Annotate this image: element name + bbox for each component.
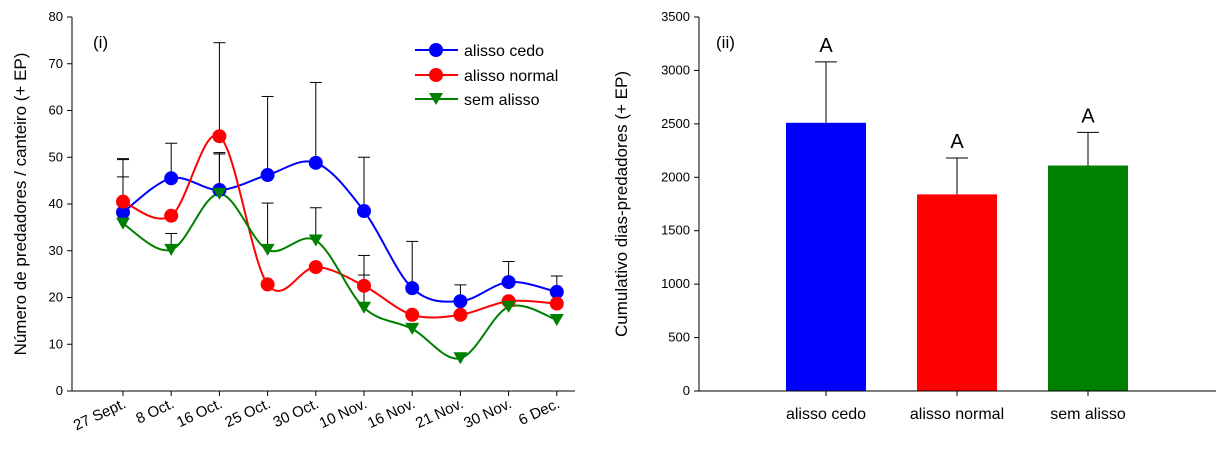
series-line-sem-alisso (122, 192, 558, 360)
legend-item-sem-alisso: sem alisso (415, 92, 540, 109)
y-tick-label: 0 (683, 383, 690, 398)
legend-marker-triangle-green (429, 93, 443, 105)
y-tick-label: 40 (49, 196, 63, 211)
x-tick-label: 16 Oct. (174, 395, 225, 431)
data-point-alisso-cedo (260, 168, 275, 183)
legend-marker-circle-blue (429, 43, 443, 57)
data-point-sem-alisso (357, 301, 371, 314)
y-tick-label: 1000 (661, 276, 690, 291)
legend-marker-circle-red (429, 68, 443, 82)
x-tick-label: 16 Nov. (365, 395, 418, 432)
data-point-sem-alisso (549, 313, 564, 326)
y-tick-label: 2500 (661, 116, 690, 131)
data-point-alisso-cedo (453, 294, 468, 309)
data-point-alisso-normal (549, 296, 564, 311)
error-bars-layer (815, 61, 1099, 195)
x-tick-label: 8 Oct. (133, 395, 176, 427)
y-tick-labels: 0 10 20 30 40 50 60 70 80 (49, 9, 72, 398)
y-axis-title: Número de predadores / canteiro (+ EP) (11, 53, 30, 356)
x-tick-label: 25 Oct. (222, 395, 273, 431)
data-point-alisso-cedo (405, 281, 420, 296)
data-point-alisso-normal (260, 277, 275, 292)
data-point-sem-alisso (308, 234, 323, 247)
data-point-alisso-normal (405, 307, 420, 322)
significance-letter: A (819, 35, 833, 57)
panel-label-i: (i) (93, 33, 108, 52)
panel-label-ii: (ii) (716, 33, 735, 52)
data-point-alisso-cedo (116, 205, 130, 220)
x-tick-label: alisso cedo (786, 406, 866, 423)
y-tick-label: 0 (56, 383, 63, 398)
y-tick-label: 60 (49, 103, 63, 118)
y-tick-label: 10 (49, 336, 63, 351)
y-tick-label: 2000 (661, 169, 690, 184)
y-tick-label: 80 (49, 9, 63, 24)
error-bars-layer (117, 42, 563, 308)
x-tick-label: sem alisso (1050, 406, 1126, 423)
significance-letter: A (1081, 105, 1095, 127)
x-tick-label: 27 Sept. (71, 395, 129, 434)
y-tick-labels: 0 500 1000 1500 2000 2500 3000 3500 (661, 9, 699, 398)
y-axis-title: Cumulativo dias-predadores (+ EP) (612, 71, 631, 337)
x-tick-label: 6 Dec. (516, 395, 562, 429)
data-point-alisso-cedo (308, 155, 323, 170)
data-point-alisso-normal (116, 194, 130, 209)
data-point-sem-alisso (212, 187, 227, 200)
data-point-sem-alisso (164, 243, 179, 256)
data-point-alisso-cedo (357, 204, 371, 219)
legend-item-alisso-normal: alisso normal (415, 68, 558, 85)
bar-sem-alisso (1048, 165, 1128, 391)
bar-alisso-normal (917, 194, 997, 391)
legend-label: alisso cedo (464, 43, 544, 60)
y-tick-label: 50 (49, 149, 63, 164)
x-tick-label: 21 Nov. (413, 395, 466, 432)
legend: alisso cedo alisso normal sem alisso (415, 43, 558, 109)
data-point-alisso-normal (308, 260, 323, 275)
series-line-alisso-normal (122, 134, 557, 319)
data-point-alisso-cedo (549, 284, 564, 299)
series-line-alisso-cedo (122, 160, 558, 303)
data-point-alisso-normal (212, 129, 227, 144)
y-tick-label: 500 (668, 330, 690, 345)
y-tick-label: 3000 (661, 62, 690, 77)
legend-label: alisso normal (464, 68, 558, 85)
legend-label: sem alisso (464, 92, 540, 109)
series-lines-layer (122, 134, 558, 360)
y-tick-label: 30 (49, 243, 63, 258)
data-point-sem-alisso (501, 300, 516, 313)
data-point-alisso-normal (164, 208, 179, 223)
data-point-alisso-cedo (164, 171, 179, 186)
series-markers-layer (116, 129, 564, 365)
bar-alisso-cedo (786, 122, 866, 391)
x-tick-label: 30 Nov. (461, 395, 514, 432)
significance-letter: A (950, 131, 964, 153)
data-point-alisso-normal (357, 278, 371, 293)
data-point-alisso-cedo (501, 275, 516, 290)
x-tick-label: 30 Oct. (270, 395, 321, 431)
bars-layer (786, 122, 1128, 391)
data-point-sem-alisso (116, 217, 130, 230)
y-tick-label: 70 (49, 56, 63, 71)
x-tick-label: 10 Nov. (317, 395, 370, 432)
y-tick-label: 3500 (661, 9, 690, 24)
legend-item-alisso-cedo: alisso cedo (415, 43, 544, 60)
x-tick-label: alisso normal (910, 406, 1004, 423)
x-tick-labels: alisso cedo alisso normal sem alisso (786, 391, 1126, 423)
data-point-sem-alisso (260, 243, 275, 256)
data-point-sem-alisso (405, 322, 420, 335)
y-tick-label: 1500 (661, 223, 690, 238)
y-tick-label: 20 (49, 290, 63, 305)
data-point-sem-alisso (453, 352, 468, 365)
x-tick-labels: 27 Sept. 8 Oct.16 Oct.25 Oct.30 Oct.10 No… (71, 391, 562, 434)
significance-letters: A A A (819, 35, 1095, 153)
bar-chart-panel: 0 500 1000 1500 2000 2500 3000 3500 alisso cedo… (612, 9, 1216, 423)
data-point-alisso-normal (453, 307, 468, 322)
